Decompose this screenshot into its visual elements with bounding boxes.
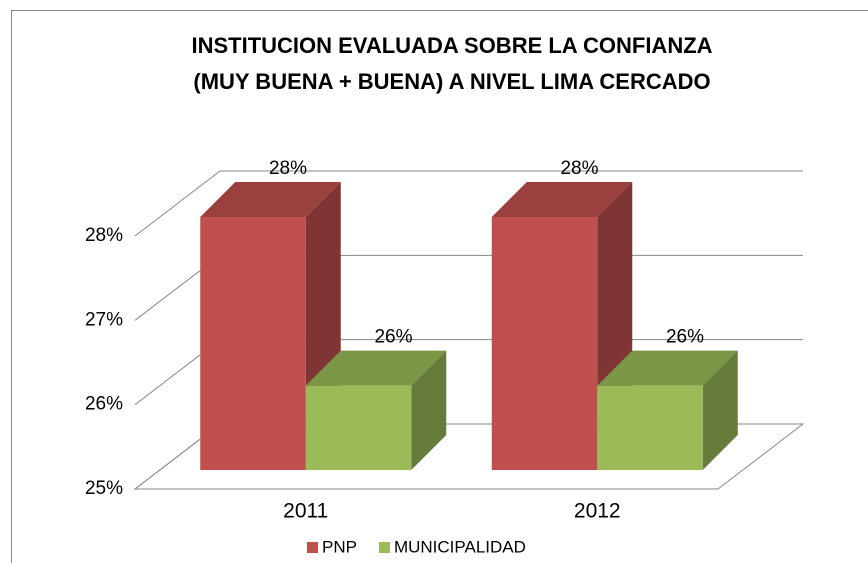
chart-title: INSTITUCION EVALUADA SOBRE LA CONFIANZA (191, 33, 712, 58)
x-tick-label: 2011 (283, 500, 328, 523)
y-tick-label: 26% (85, 394, 123, 415)
chart-frame (11, 10, 868, 563)
bar (597, 350, 738, 470)
y-tick-label: 27% (85, 309, 123, 330)
legend-swatch (378, 542, 390, 553)
bar-side (411, 350, 447, 470)
bar-front (491, 217, 598, 470)
bar-top (491, 182, 633, 217)
data-label: 28% (269, 158, 307, 179)
bar-top (305, 350, 447, 386)
bar-front (200, 217, 306, 470)
x-tick-label: 2012 (574, 500, 621, 523)
y-tick-label: 25% (85, 478, 123, 499)
legend-swatch (307, 542, 318, 553)
data-label: 28% (560, 158, 598, 179)
data-label: 26% (374, 327, 412, 348)
bar-side (702, 350, 738, 470)
bar (305, 350, 447, 470)
y-tick-label: 28% (85, 225, 123, 246)
bar-front (597, 385, 703, 470)
bar-top (200, 182, 341, 217)
legend-label: PNP (322, 537, 357, 556)
chart-title: (MUY BUENA + BUENA) A NIVEL LIMA CERCADO (193, 69, 710, 94)
bar-front (305, 385, 412, 470)
data-label: 26% (666, 327, 704, 348)
legend-label: MUNICIPALIDAD (394, 537, 526, 556)
bar-top (597, 350, 738, 386)
grid-line (134, 170, 803, 237)
